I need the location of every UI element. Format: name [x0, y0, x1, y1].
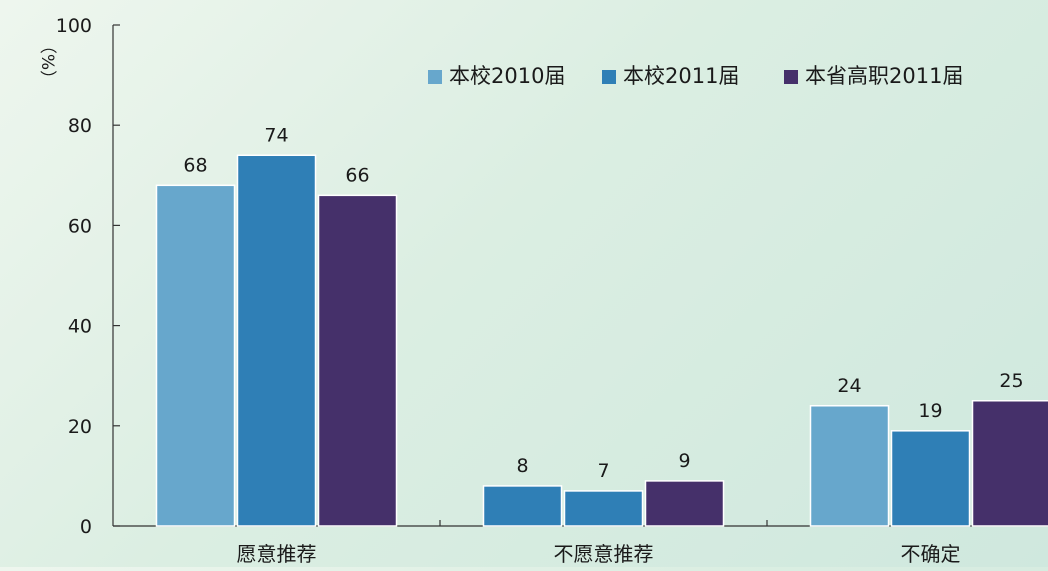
- bar: [238, 155, 316, 526]
- bar-value-label: 8: [516, 455, 528, 477]
- y-axis-label: （%）: [37, 37, 57, 87]
- y-tick-label: 100: [56, 15, 92, 37]
- x-tick-label: 愿意推荐: [237, 542, 317, 566]
- y-tick-label: 60: [68, 215, 92, 237]
- legend-swatch: [428, 70, 442, 84]
- bar-value-label: 25: [999, 370, 1023, 392]
- bar-value-label: 24: [837, 375, 861, 397]
- legend-label: 本校2011届: [623, 64, 739, 88]
- y-tick-label: 0: [80, 516, 92, 538]
- y-axis-ticks: 0 20 40 60 80 100: [56, 15, 120, 538]
- y-axis-title: （%）: [37, 37, 57, 87]
- bar: [565, 491, 643, 526]
- bar: [157, 185, 235, 526]
- bar: [973, 401, 1048, 526]
- legend-label: 本校2010届: [449, 64, 565, 88]
- x-axis-ticks: 愿意推荐 不愿意推荐 不确定: [237, 520, 961, 566]
- bar: [646, 481, 724, 526]
- legend: 本校2010届 本校2011届 本省高职2011届: [428, 64, 963, 88]
- legend-swatch: [784, 70, 798, 84]
- y-tick-label: 20: [68, 416, 92, 438]
- bar-value-label: 66: [345, 164, 369, 186]
- y-tick-label: 80: [68, 115, 92, 137]
- bar: [484, 486, 562, 526]
- bar-value-label: 9: [678, 450, 690, 472]
- x-tick-label: 不愿意推荐: [554, 542, 654, 566]
- bar-value-label: 68: [183, 154, 207, 176]
- legend-swatch: [602, 70, 616, 84]
- bar: [892, 431, 970, 526]
- x-tick-label: 不确定: [901, 542, 961, 566]
- bar-value-label: 7: [597, 460, 609, 482]
- bar-value-label: 74: [264, 124, 288, 146]
- bar: [319, 195, 397, 526]
- bar-value-label: 19: [918, 400, 942, 422]
- y-tick-label: 40: [68, 316, 92, 338]
- legend-label: 本省高职2011届: [805, 64, 963, 88]
- bar: [811, 406, 889, 526]
